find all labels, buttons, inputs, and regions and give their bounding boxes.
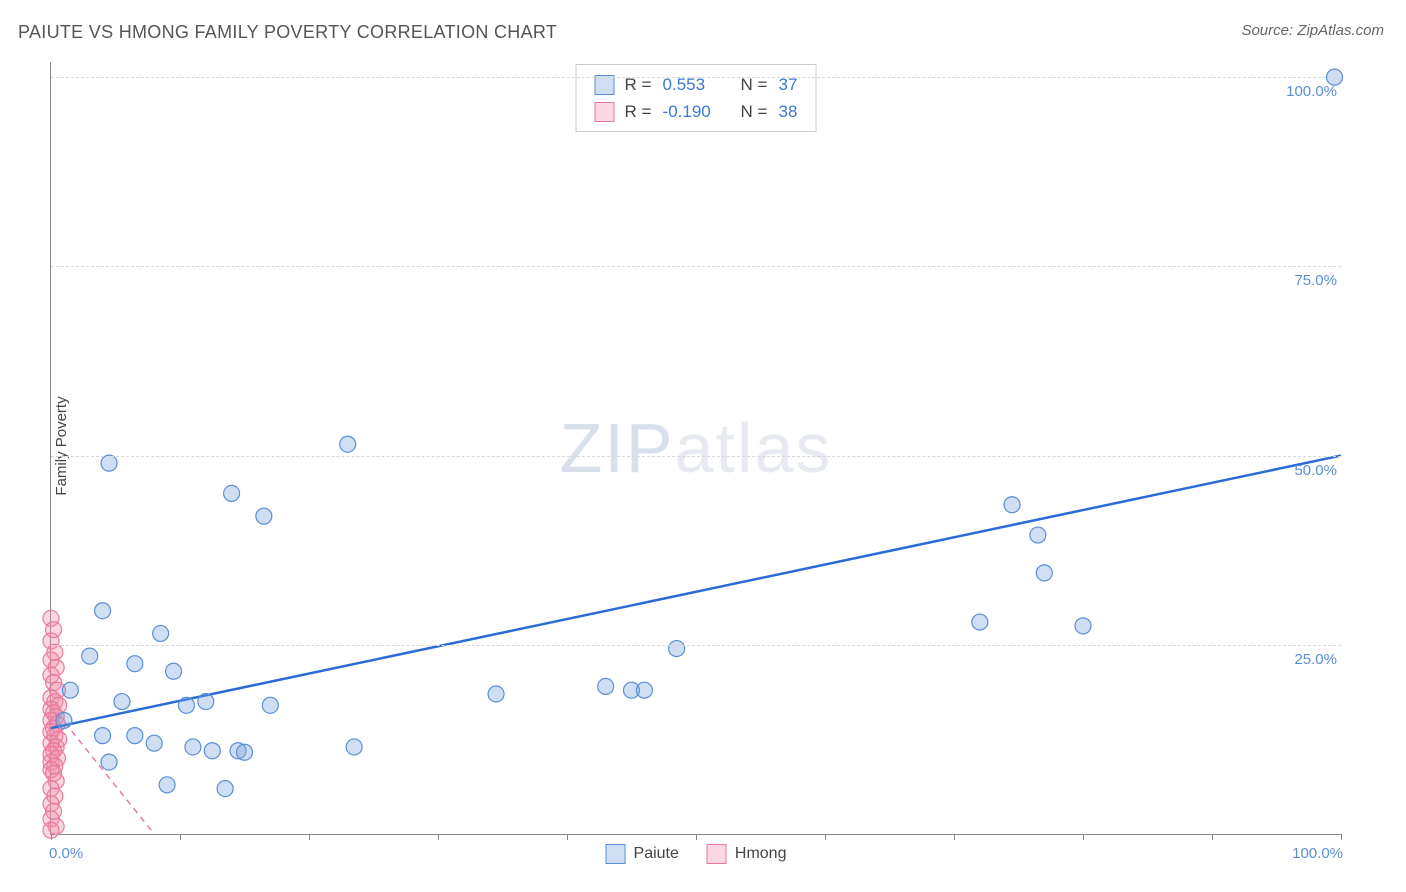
data-point xyxy=(346,739,362,755)
x-tick xyxy=(1083,834,1084,840)
data-point xyxy=(237,744,253,760)
x-tick xyxy=(825,834,826,840)
chart-container: PAIUTE VS HMONG FAMILY POVERTY CORRELATI… xyxy=(0,0,1406,892)
data-point xyxy=(178,697,194,713)
data-point xyxy=(127,656,143,672)
legend-label: Paiute xyxy=(634,845,679,863)
data-point xyxy=(488,686,504,702)
trend-line xyxy=(51,456,1341,728)
x-tick xyxy=(51,834,52,840)
x-tick xyxy=(309,834,310,840)
gridline xyxy=(51,77,1341,78)
data-point xyxy=(56,712,72,728)
legend-swatch xyxy=(707,844,727,864)
legend-swatch xyxy=(606,844,626,864)
y-tick-label: 75.0% xyxy=(1294,272,1337,289)
gridline xyxy=(51,266,1341,267)
data-point xyxy=(146,735,162,751)
legend-item: Hmong xyxy=(707,844,787,864)
data-point xyxy=(217,781,233,797)
y-tick-label: 100.0% xyxy=(1286,83,1337,100)
data-point xyxy=(185,739,201,755)
data-point xyxy=(262,697,278,713)
gridline xyxy=(51,456,1341,457)
data-point xyxy=(256,508,272,524)
data-point xyxy=(95,603,111,619)
data-point xyxy=(159,777,175,793)
x-tick xyxy=(1341,834,1342,840)
legend-item: Paiute xyxy=(606,844,679,864)
data-point xyxy=(204,743,220,759)
data-point xyxy=(101,754,117,770)
data-point xyxy=(1036,565,1052,581)
x-label-right: 100.0% xyxy=(1292,845,1343,862)
x-tick xyxy=(1212,834,1213,840)
data-point xyxy=(198,694,214,710)
x-tick xyxy=(438,834,439,840)
data-point xyxy=(95,728,111,744)
data-point xyxy=(114,694,130,710)
data-point xyxy=(340,436,356,452)
data-point xyxy=(82,648,98,664)
legend-label: Hmong xyxy=(735,845,787,863)
x-tick xyxy=(954,834,955,840)
y-tick-label: 50.0% xyxy=(1294,462,1337,479)
data-point xyxy=(127,728,143,744)
data-point xyxy=(636,682,652,698)
data-point xyxy=(972,614,988,630)
data-point xyxy=(1004,497,1020,513)
x-tick xyxy=(180,834,181,840)
data-point xyxy=(153,625,169,641)
series-legend: Paiute Hmong xyxy=(606,844,787,864)
data-point xyxy=(224,485,240,501)
x-label-left: 0.0% xyxy=(49,845,83,862)
data-point xyxy=(598,678,614,694)
data-point xyxy=(1075,618,1091,634)
data-point xyxy=(166,663,182,679)
chart-title: PAIUTE VS HMONG FAMILY POVERTY CORRELATI… xyxy=(18,22,557,43)
x-tick xyxy=(567,834,568,840)
plot-area: ZIPatlas R =0.553N =37R =-0.190N =38 Pai… xyxy=(50,62,1341,835)
data-point xyxy=(1030,527,1046,543)
y-tick-label: 25.0% xyxy=(1294,651,1337,668)
x-tick xyxy=(696,834,697,840)
source-label: Source: ZipAtlas.com xyxy=(1241,22,1384,39)
data-point xyxy=(669,641,685,657)
data-point xyxy=(62,682,78,698)
plot-svg xyxy=(51,62,1341,834)
data-point xyxy=(101,455,117,471)
gridline xyxy=(51,645,1341,646)
